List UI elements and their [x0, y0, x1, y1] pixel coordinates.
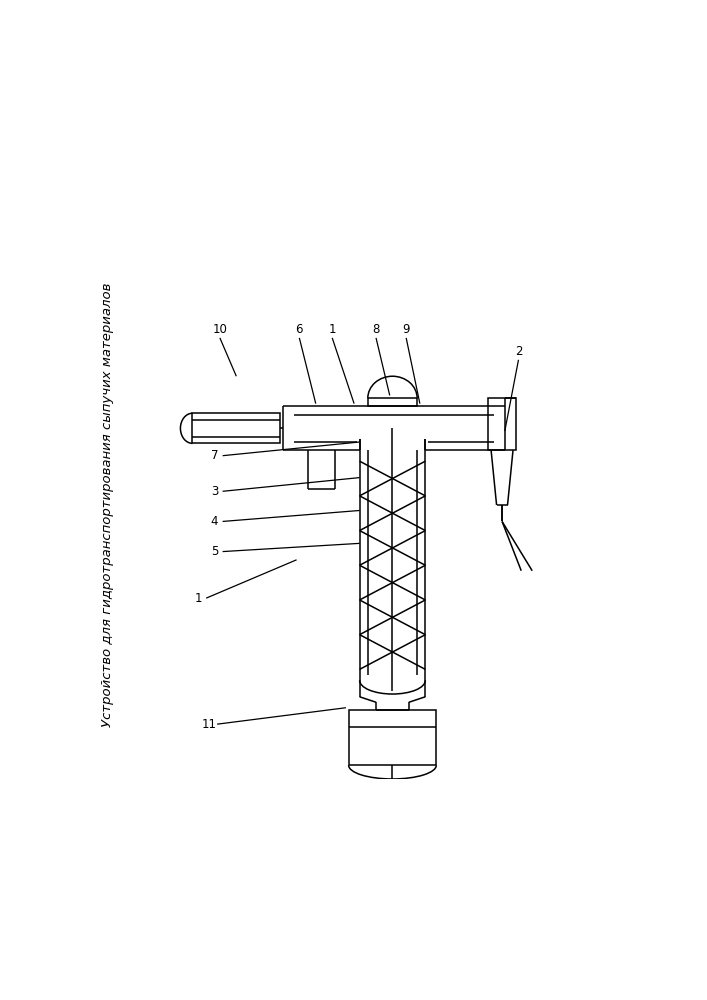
Bar: [489, 398, 515, 450]
Text: 6: 6: [296, 323, 303, 336]
Bar: [368, 398, 417, 406]
Text: 5: 5: [211, 545, 218, 558]
Text: 9: 9: [402, 323, 410, 336]
Text: 7: 7: [211, 449, 218, 462]
Bar: [192, 413, 280, 443]
Text: 1: 1: [329, 323, 336, 336]
Text: 1: 1: [194, 592, 201, 605]
Text: 3: 3: [211, 485, 218, 498]
Text: 10: 10: [212, 323, 228, 336]
Bar: [349, 710, 436, 765]
Text: Устройство для гидротранспортирования сыпучих материалов: Устройство для гидротранспортирования сы…: [101, 283, 114, 727]
Text: 4: 4: [211, 515, 218, 528]
Text: 2: 2: [515, 345, 522, 358]
Text: 11: 11: [201, 718, 216, 731]
Text: 8: 8: [373, 323, 380, 336]
